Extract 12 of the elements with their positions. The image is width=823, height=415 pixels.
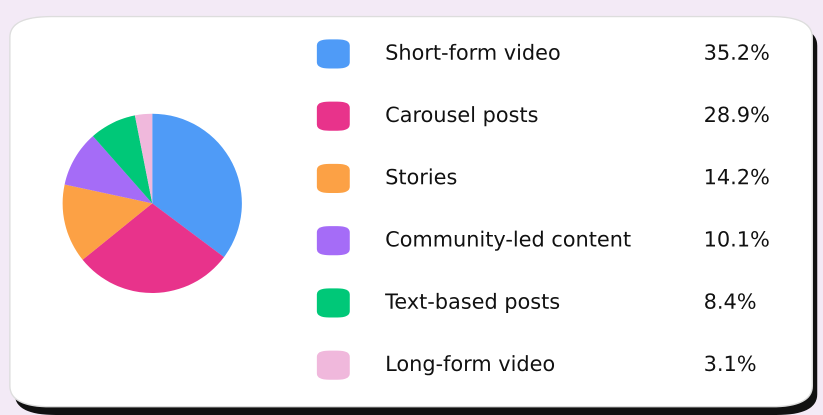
data-label: 10.1% <box>706 230 769 247</box>
legend-label: Short-form video <box>386 44 560 60</box>
data-label: 14.2% <box>706 168 769 184</box>
legend-label: Community-led content <box>386 230 631 251</box>
data-label: 28.9% <box>705 106 769 122</box>
data-label: 8.4% <box>705 293 756 309</box>
data-label: 3.1% <box>705 355 756 372</box>
data-label: 35.2% <box>705 44 769 60</box>
legend-label: Long-form video <box>387 355 554 376</box>
legend-label: Stories <box>386 168 456 184</box>
legend-label: Carousel posts <box>386 106 538 126</box>
legend-label: Text-based posts <box>385 292 560 314</box>
